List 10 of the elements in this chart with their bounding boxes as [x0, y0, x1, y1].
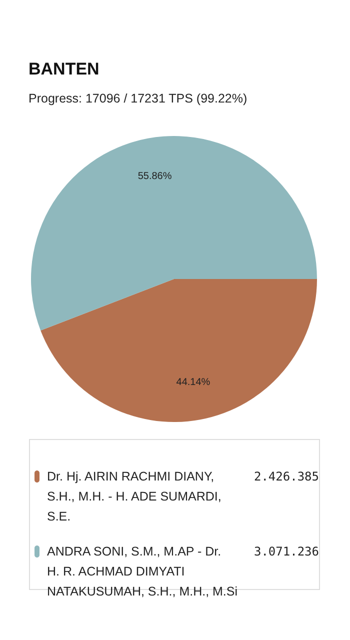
legend-label: ANDRA SONI, S.M., M.AP - Dr. H. R. ACHMAD DIMYATI NATAKUSUMAH, S.H., M.H., M.Si	[47, 544, 238, 598]
chart-title: BANTEN	[28, 60, 100, 78]
pie-slice	[40, 279, 317, 422]
text: 2.426.385	[254, 470, 319, 484]
text: 3.071.236	[254, 544, 319, 558]
pie-slice	[31, 136, 317, 330]
data-label: 55.86%	[138, 170, 172, 182]
legend-label: Dr. Hj. AIRIN RACHMI DIANY, S.H., M.H. - H. ADE SUMARDI, S.E.	[47, 470, 222, 524]
data-label: 44.14%	[176, 377, 210, 388]
chart-subtitle: Progress: 17096 / 17231 TPS (99.22%)	[28, 92, 248, 106]
